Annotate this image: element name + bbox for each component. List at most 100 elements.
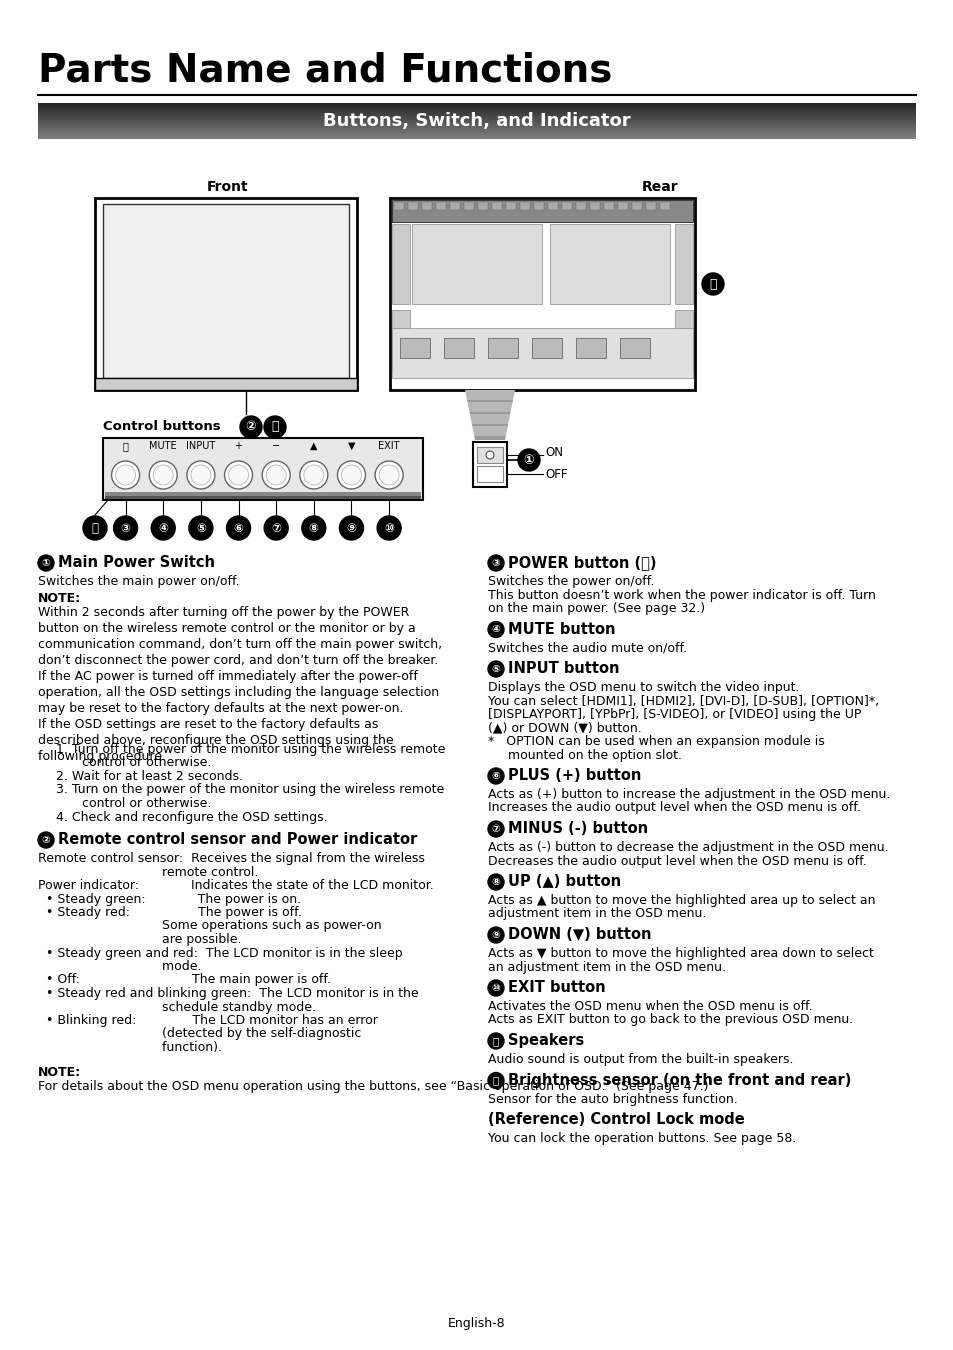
Circle shape (153, 464, 173, 485)
Text: MINUS (-) button: MINUS (-) button (507, 821, 647, 836)
Text: control or otherwise.: control or otherwise. (66, 756, 212, 770)
Text: an adjustment item in the OSD menu.: an adjustment item in the OSD menu. (488, 960, 725, 973)
Text: UP (▲) button: UP (▲) button (507, 873, 620, 890)
Polygon shape (464, 390, 515, 440)
Text: ⑩: ⑩ (491, 983, 500, 994)
Text: Acts as ▼ button to move the highlighted area down to select: Acts as ▼ button to move the highlighted… (488, 946, 873, 960)
Circle shape (149, 460, 177, 489)
Bar (492, 202, 501, 211)
Text: 1. Turn off the power of the monitor using the wireless remote: 1. Turn off the power of the monitor usi… (56, 743, 445, 756)
Text: Acts as (-) button to decrease the adjustment in the OSD menu.: Acts as (-) button to decrease the adjus… (488, 841, 887, 855)
Text: (Reference) Control Lock mode: (Reference) Control Lock mode (488, 1112, 744, 1127)
Text: ⑪: ⑪ (493, 1035, 498, 1046)
Bar (476, 447, 502, 463)
Circle shape (187, 460, 214, 489)
Circle shape (488, 927, 503, 944)
Text: ON: ON (544, 446, 562, 459)
Circle shape (488, 821, 503, 837)
Bar (412, 224, 541, 304)
Text: [DISPLAYPORT], [YPbPr], [S-VIDEO], or [VIDEO] using the UP: [DISPLAYPORT], [YPbPr], [S-VIDEO], or [V… (488, 707, 861, 721)
Text: Speakers: Speakers (507, 1033, 583, 1048)
Bar (645, 202, 656, 211)
Circle shape (488, 662, 503, 676)
Circle shape (38, 555, 54, 571)
Circle shape (38, 832, 54, 848)
Bar (392, 328, 692, 378)
Circle shape (378, 464, 398, 485)
Text: ⑧: ⑧ (309, 521, 318, 535)
Text: Displays the OSD menu to switch the video input.: Displays the OSD menu to switch the vide… (488, 680, 799, 694)
Text: schedule standby mode.: schedule standby mode. (38, 1000, 315, 1014)
Text: ⑤: ⑤ (195, 521, 206, 535)
Bar (421, 202, 432, 211)
Bar (436, 202, 446, 211)
Circle shape (341, 464, 361, 485)
Text: ▲: ▲ (310, 441, 317, 451)
Bar (394, 202, 403, 211)
Bar (390, 198, 695, 390)
Text: −: − (272, 441, 280, 451)
Text: ⑫: ⑫ (271, 420, 278, 433)
Text: PLUS (+) button: PLUS (+) button (507, 768, 640, 783)
Text: ▼: ▼ (347, 441, 355, 451)
Bar (95, 378, 356, 390)
Text: (▲) or DOWN (▼) button.: (▲) or DOWN (▼) button. (488, 721, 641, 734)
Circle shape (264, 516, 288, 540)
Text: For details about the OSD menu operation using the buttons, see “Basic operation: For details about the OSD menu operation… (38, 1080, 708, 1094)
Circle shape (488, 980, 503, 996)
Circle shape (115, 464, 135, 485)
Text: Decreases the audio output level when the OSD menu is off.: Decreases the audio output level when th… (488, 855, 866, 868)
Bar (550, 224, 669, 304)
Circle shape (337, 460, 365, 489)
Text: Remote control sensor and Power indicator: Remote control sensor and Power indicato… (58, 832, 416, 846)
Text: DOWN (▼) button: DOWN (▼) button (507, 927, 651, 942)
Bar (463, 202, 474, 211)
Text: NOTE:: NOTE: (38, 1065, 81, 1079)
Text: mounted on the option slot.: mounted on the option slot. (488, 748, 681, 761)
Circle shape (339, 516, 363, 540)
Text: • Off:                            The main power is off.: • Off: The main power is off. (38, 973, 331, 987)
Circle shape (113, 516, 137, 540)
Text: 4. Check and reconfigure the OSD settings.: 4. Check and reconfigure the OSD setting… (56, 810, 327, 824)
Text: EXIT: EXIT (378, 441, 399, 451)
Text: • Steady green:             The power is on.: • Steady green: The power is on. (38, 892, 301, 906)
Bar (532, 338, 561, 358)
Text: Some operations such as power-on: Some operations such as power-on (38, 919, 381, 933)
Bar (603, 202, 614, 211)
Bar (519, 202, 530, 211)
Circle shape (488, 873, 503, 890)
Text: Sensor for the auto brightness function.: Sensor for the auto brightness function. (488, 1092, 737, 1106)
Text: Audio sound is output from the built-in speakers.: Audio sound is output from the built-in … (488, 1053, 793, 1066)
Text: • Steady red:                 The power is off.: • Steady red: The power is off. (38, 906, 301, 919)
Circle shape (375, 460, 403, 489)
Text: ⑪: ⑪ (708, 278, 716, 290)
Text: • Steady red and blinking green:  The LCD monitor is in the: • Steady red and blinking green: The LCD… (38, 987, 418, 1000)
Circle shape (266, 464, 286, 485)
Circle shape (224, 460, 253, 489)
Text: English-8: English-8 (448, 1318, 505, 1330)
Circle shape (191, 464, 211, 485)
Text: ⑤: ⑤ (491, 664, 500, 674)
Circle shape (303, 464, 323, 485)
Bar (589, 202, 599, 211)
Text: Rear: Rear (641, 180, 678, 194)
Circle shape (488, 768, 503, 784)
Text: are possible.: are possible. (38, 933, 241, 946)
Bar (473, 441, 506, 487)
Text: (detected by the self-diagnostic: (detected by the self-diagnostic (38, 1027, 361, 1041)
Circle shape (189, 516, 213, 540)
Text: ⑫: ⑫ (91, 521, 98, 535)
Text: Switches the audio mute on/off.: Switches the audio mute on/off. (488, 641, 686, 655)
Text: ④: ④ (158, 521, 168, 535)
Text: • Blinking red:              The LCD monitor has an error: • Blinking red: The LCD monitor has an e… (38, 1014, 377, 1027)
Text: Activates the OSD menu when the OSD menu is off.: Activates the OSD menu when the OSD menu… (488, 1000, 812, 1012)
Bar (631, 202, 641, 211)
Text: on the main power. (See page 32.): on the main power. (See page 32.) (488, 602, 704, 616)
Circle shape (488, 621, 503, 637)
Text: Acts as ▲ button to move the highlighted area up to select an: Acts as ▲ button to move the highlighted… (488, 894, 875, 907)
Text: ⑨: ⑨ (491, 930, 500, 940)
Text: • Steady green and red:  The LCD monitor is in the sleep: • Steady green and red: The LCD monitor … (38, 946, 402, 960)
Circle shape (229, 464, 249, 485)
Text: ⑫: ⑫ (493, 1076, 498, 1085)
Text: Front: Front (207, 180, 249, 194)
